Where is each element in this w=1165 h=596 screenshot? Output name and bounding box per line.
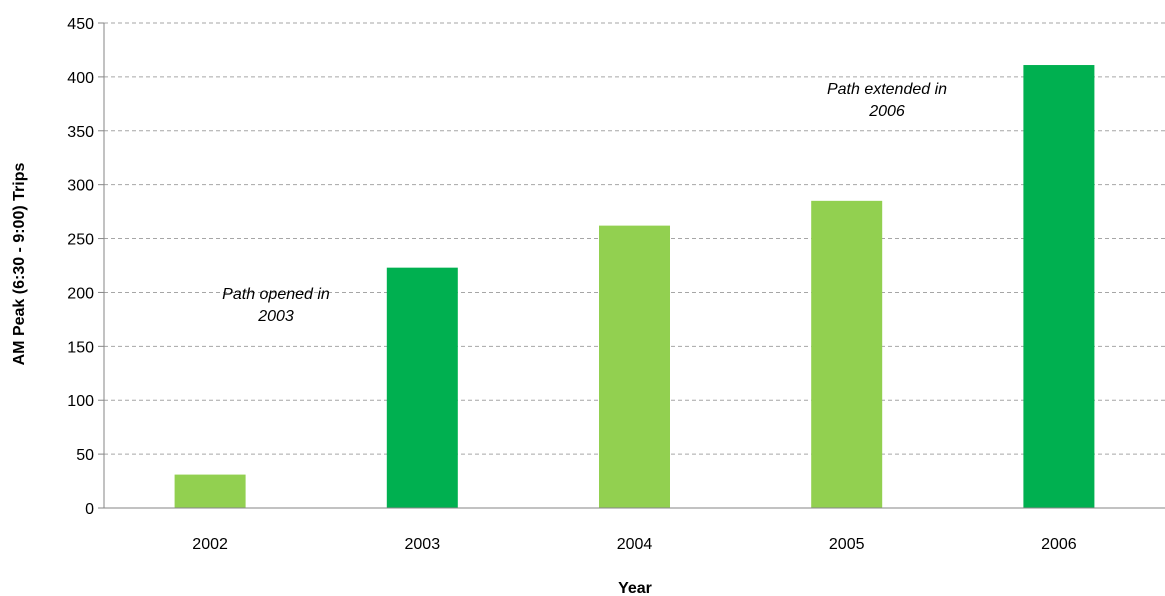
annotation-line: Path opened in: [222, 286, 330, 303]
x-tick-label: 2003: [405, 536, 441, 553]
x-tick-label: 2006: [1041, 536, 1077, 553]
y-tick-label: 150: [67, 339, 94, 356]
bar-2005: [811, 200, 883, 509]
annotation-line: 2006: [868, 103, 905, 120]
x-tick-label: 2002: [192, 536, 228, 553]
y-tick-label: 100: [67, 393, 94, 410]
x-tick-label: 2004: [617, 536, 653, 553]
bar-2006: [1023, 65, 1095, 509]
annotations: Path opened in 2003 Path extended in 2006: [222, 81, 947, 325]
tick-labels: 0 50 100 150 200 250 300 350 400 450 2002 2003 2004 2…: [67, 16, 1077, 553]
axes: [98, 22, 1165, 509]
gridlines: [104, 22, 1165, 455]
bar-2002: [174, 474, 246, 508]
y-tick-label: 0: [85, 501, 94, 518]
y-tick-label: 400: [67, 70, 94, 87]
x-axis-title: Year: [618, 580, 652, 596]
bars: [174, 65, 1095, 509]
y-tick-label: 300: [67, 178, 94, 195]
annotation: Path opened in 2003: [222, 286, 330, 325]
y-tick-label: 350: [67, 124, 94, 141]
y-tick-label: 200: [67, 285, 94, 302]
y-tick-label: 250: [67, 232, 94, 249]
bar-2004: [599, 225, 670, 508]
annotation-line: 2003: [257, 308, 294, 325]
y-tick-label: 450: [67, 16, 94, 33]
bar-2003: [386, 267, 458, 508]
y-axis-title: AM Peak (6:30 - 9:00) Trips: [11, 163, 28, 366]
x-tick-label: 2005: [829, 536, 865, 553]
y-tick-label: 50: [76, 447, 94, 464]
annotation-line: Path extended in: [827, 81, 947, 98]
annotation: Path extended in 2006: [827, 81, 947, 120]
